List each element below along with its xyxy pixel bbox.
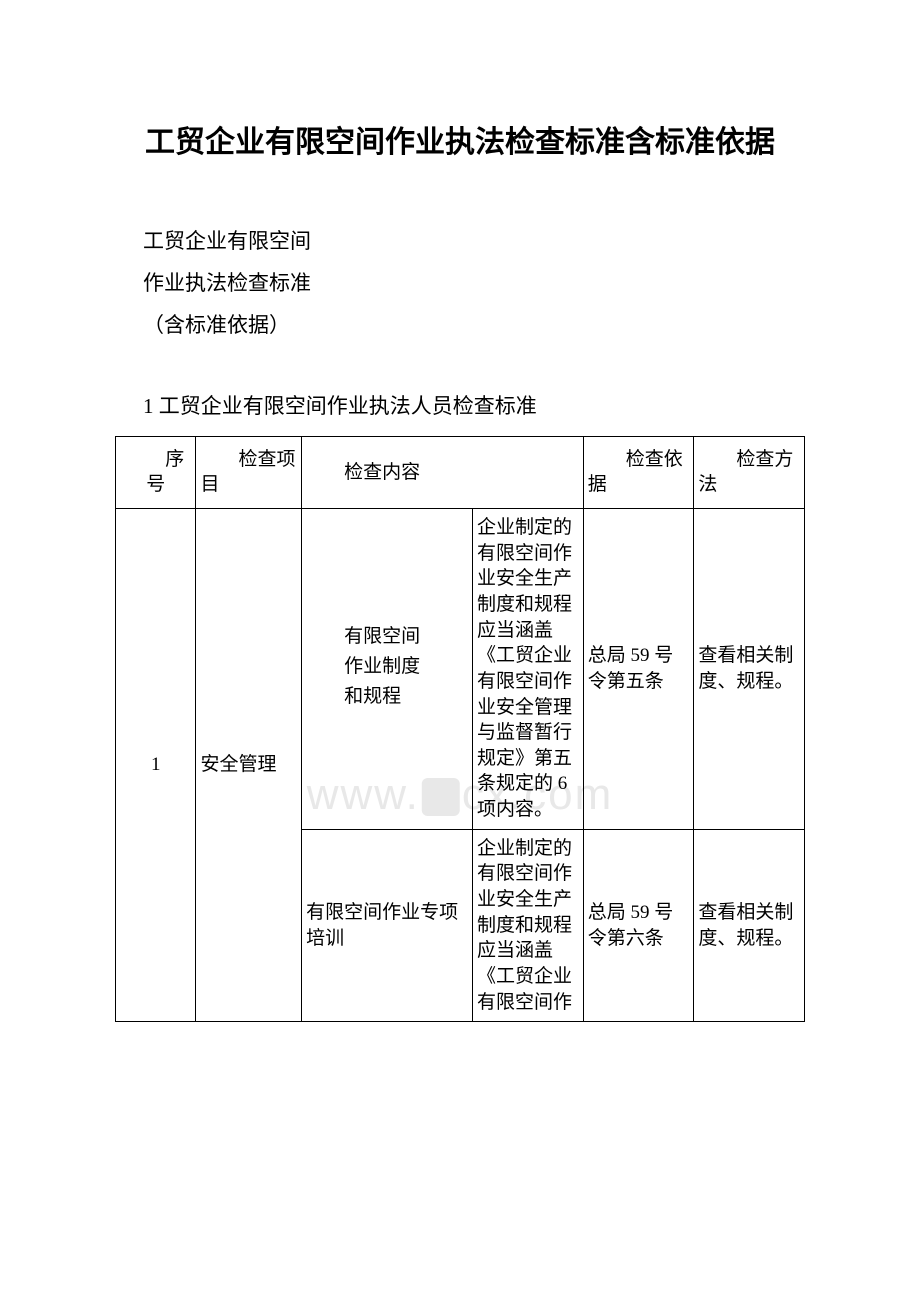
- table-header-row: 序号 检查项目 检查内容 检查依据 检查方法: [116, 436, 805, 508]
- header-item: 检查项目: [196, 436, 302, 508]
- header-content: 检查内容: [302, 436, 584, 508]
- header-seq: 序号: [116, 436, 196, 508]
- header-basis: 检查依据: [583, 436, 694, 508]
- cell-detail: 企业制定的有限空间作业安全生产制度和规程应当涵盖《工贸企业有限空间作业安全管理与…: [473, 509, 584, 830]
- cell-basis: 总局 59 号令第六条: [583, 829, 694, 1021]
- intro-line-2: 作业执法检查标准: [143, 262, 805, 304]
- cell-seq: 1: [116, 509, 196, 1022]
- inspection-table: 序号 检查项目 检查内容 检查依据 检查方法 1 安全管理 有限空间 作业制度 …: [115, 436, 805, 1022]
- table-row: 1 安全管理 有限空间 作业制度 和规程 企业制定的有限空间作业安全生产制度和规…: [116, 509, 805, 830]
- cell-method: 查看相关制度、规程。: [694, 509, 805, 830]
- cell-content: 有限空间作业专项培训: [302, 829, 473, 1021]
- page-title: 工贸企业有限空间作业执法检查标准含标准依据: [115, 120, 805, 165]
- cell-basis: 总局 59 号令第五条: [583, 509, 694, 830]
- cell-content: 有限空间 作业制度 和规程: [302, 509, 473, 830]
- cell-detail: 企业制定的有限空间作业安全生产制度和规程应当涵盖《工贸企业有限空间作: [473, 829, 584, 1021]
- header-method: 检查方法: [694, 436, 805, 508]
- cell-item: 安全管理: [196, 509, 302, 1022]
- intro-section: 工贸企业有限空间 作业执法检查标准 （含标准依据）: [115, 220, 805, 346]
- cell-method: 查看相关制度、规程。: [694, 829, 805, 1021]
- section-heading: 1 工贸企业有限空间作业执法人员检查标准: [115, 388, 805, 426]
- intro-line-3: （含标准依据）: [143, 304, 805, 346]
- intro-line-1: 工贸企业有限空间: [143, 220, 805, 262]
